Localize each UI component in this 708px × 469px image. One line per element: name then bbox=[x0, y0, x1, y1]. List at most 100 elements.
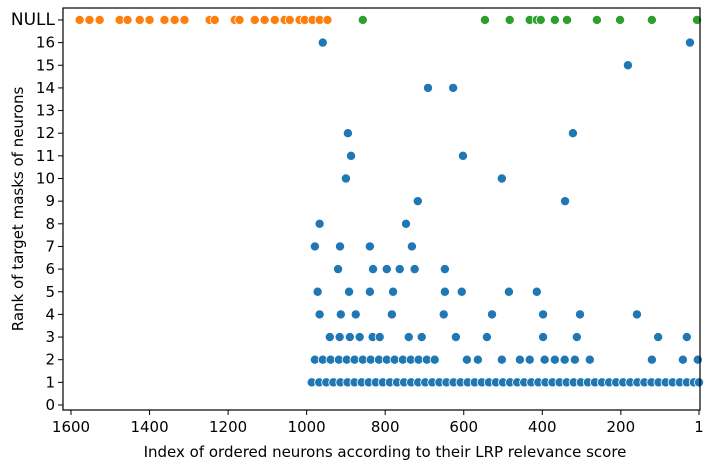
y-tick-label: 11 bbox=[36, 147, 55, 165]
data-point bbox=[504, 14, 515, 25]
data-point bbox=[538, 332, 549, 343]
x-axis: 1600 1400 1200 1000 800 600 400 200 1 bbox=[52, 410, 704, 436]
data-point bbox=[653, 332, 664, 343]
data-point bbox=[179, 14, 190, 25]
data-point bbox=[461, 354, 472, 365]
data-point bbox=[487, 309, 498, 320]
data-point bbox=[677, 354, 688, 365]
data-point bbox=[472, 354, 483, 365]
data-point bbox=[209, 14, 220, 25]
data-point bbox=[574, 309, 585, 320]
data-point bbox=[562, 14, 573, 25]
data-point bbox=[134, 14, 145, 25]
data-point bbox=[567, 128, 578, 139]
data-point bbox=[439, 286, 450, 297]
data-point bbox=[159, 14, 170, 25]
data-point bbox=[340, 173, 351, 184]
data-point bbox=[333, 264, 344, 275]
data-point bbox=[438, 309, 449, 320]
x-tick-label: 1600 bbox=[52, 418, 90, 436]
data-point bbox=[514, 354, 525, 365]
data-point bbox=[535, 14, 546, 25]
data-point bbox=[456, 286, 467, 297]
data-point bbox=[457, 150, 468, 161]
data-point bbox=[169, 14, 180, 25]
data-point bbox=[94, 14, 105, 25]
data-point bbox=[309, 241, 320, 252]
y-tick-label: 9 bbox=[45, 192, 55, 210]
data-point bbox=[559, 354, 570, 365]
y-tick-label: 3 bbox=[45, 328, 55, 346]
data-point bbox=[591, 14, 602, 25]
x-tick-label: 1 bbox=[694, 418, 704, 436]
x-tick-label: 1000 bbox=[288, 418, 326, 436]
data-point bbox=[350, 309, 361, 320]
data-point bbox=[539, 354, 550, 365]
x-axis-label: Index of ordered neurons according to th… bbox=[144, 443, 627, 461]
data-point bbox=[234, 14, 245, 25]
data-point bbox=[74, 14, 85, 25]
data-point bbox=[524, 354, 535, 365]
y-tick-label: 14 bbox=[36, 79, 55, 97]
data-point bbox=[684, 37, 695, 48]
y-tick-label: 13 bbox=[36, 102, 55, 120]
x-tick-label: 800 bbox=[371, 418, 400, 436]
data-point bbox=[317, 37, 328, 48]
y-tick-label: 5 bbox=[45, 283, 55, 301]
data-point bbox=[335, 241, 346, 252]
data-point bbox=[346, 150, 357, 161]
data-point bbox=[381, 264, 392, 275]
data-point bbox=[429, 354, 440, 365]
data-point bbox=[416, 332, 427, 343]
data-point bbox=[365, 354, 376, 365]
y-tick-label: 4 bbox=[45, 305, 55, 323]
data-point bbox=[394, 264, 405, 275]
data-point bbox=[401, 218, 412, 229]
data-point bbox=[496, 173, 507, 184]
data-point bbox=[344, 286, 355, 297]
data-point bbox=[368, 264, 379, 275]
data-point bbox=[646, 354, 657, 365]
data-point bbox=[423, 82, 434, 93]
data-point bbox=[694, 377, 705, 388]
data-point bbox=[324, 332, 335, 343]
data-point bbox=[388, 286, 399, 297]
data-point bbox=[622, 60, 633, 71]
data-point bbox=[349, 354, 360, 365]
data-point bbox=[389, 354, 400, 365]
data-point bbox=[549, 354, 560, 365]
data-point bbox=[354, 332, 365, 343]
data-point bbox=[481, 332, 492, 343]
x-tick-label: 1400 bbox=[130, 418, 168, 436]
y-tick-label: NULL bbox=[11, 10, 56, 30]
data-point bbox=[681, 332, 692, 343]
y-axis-label: Rank of target masks of neurons bbox=[9, 87, 27, 332]
data-point bbox=[692, 14, 703, 25]
data-point bbox=[413, 354, 424, 365]
data-point bbox=[406, 241, 417, 252]
y-tick-label: 2 bbox=[45, 351, 55, 369]
data-point bbox=[342, 128, 353, 139]
data-point bbox=[439, 264, 450, 275]
data-point bbox=[531, 286, 542, 297]
data-point bbox=[269, 14, 280, 25]
y-tick-label: 1 bbox=[45, 373, 55, 391]
y-tick-label: 0 bbox=[45, 396, 55, 414]
data-point bbox=[364, 241, 375, 252]
data-point bbox=[325, 354, 336, 365]
x-tick-label: 200 bbox=[607, 418, 636, 436]
data-point bbox=[259, 14, 270, 25]
data-point bbox=[646, 14, 657, 25]
data-point bbox=[450, 332, 461, 343]
data-point bbox=[334, 332, 345, 343]
data-point bbox=[571, 332, 582, 343]
data-point bbox=[496, 354, 507, 365]
data-point bbox=[249, 14, 260, 25]
data-point bbox=[335, 309, 346, 320]
data-point bbox=[560, 196, 571, 207]
data-point bbox=[692, 354, 703, 365]
data-point bbox=[584, 354, 595, 365]
data-point bbox=[538, 309, 549, 320]
y-tick-label: 16 bbox=[36, 34, 55, 52]
